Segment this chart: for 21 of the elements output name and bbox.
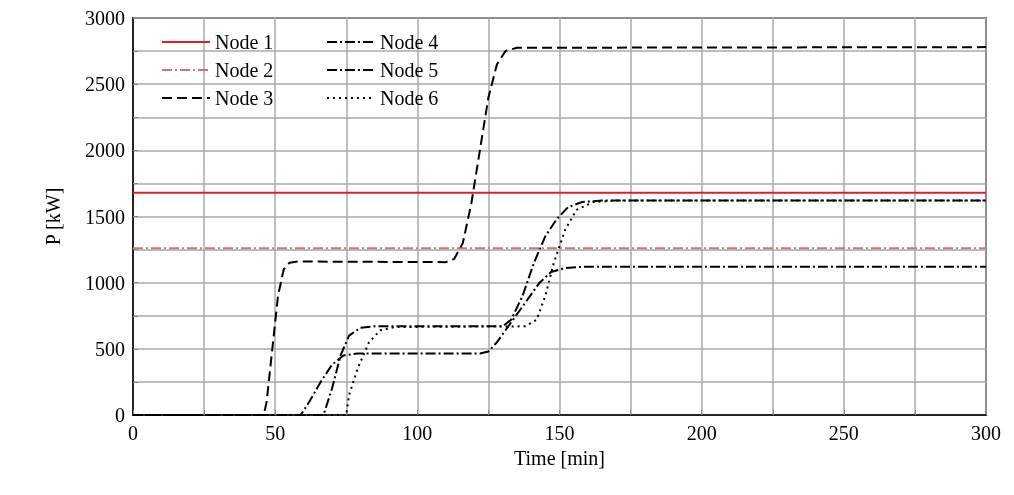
legend-label: Node 3 xyxy=(215,87,274,109)
legend-label: Node 2 xyxy=(215,59,274,81)
y-tick-label: 1500 xyxy=(85,205,125,228)
y-tick-label: 2500 xyxy=(85,73,125,96)
x-axis-title: Time [min] xyxy=(514,446,605,469)
y-tick-label: 2000 xyxy=(85,139,125,162)
x-tick-label: 250 xyxy=(828,422,859,444)
legend-label: Node 5 xyxy=(380,59,439,81)
y-tick-label: 500 xyxy=(95,337,125,360)
x-tick-label: 50 xyxy=(265,422,286,444)
y-axis-title: P [kW] xyxy=(42,187,64,246)
x-tick-label: 300 xyxy=(971,422,1001,444)
y-tick-label: 1000 xyxy=(85,271,125,294)
legend-label: Node 1 xyxy=(215,31,274,53)
x-tick-label: 200 xyxy=(686,422,717,444)
x-tick-label: 150 xyxy=(544,422,575,444)
y-tick-label: 0 xyxy=(115,404,125,426)
legend-label: Node 6 xyxy=(380,87,439,109)
legend-label: Node 4 xyxy=(380,31,439,53)
y-tick-label: 3000 xyxy=(85,7,125,29)
x-tick-label: 100 xyxy=(402,422,433,444)
